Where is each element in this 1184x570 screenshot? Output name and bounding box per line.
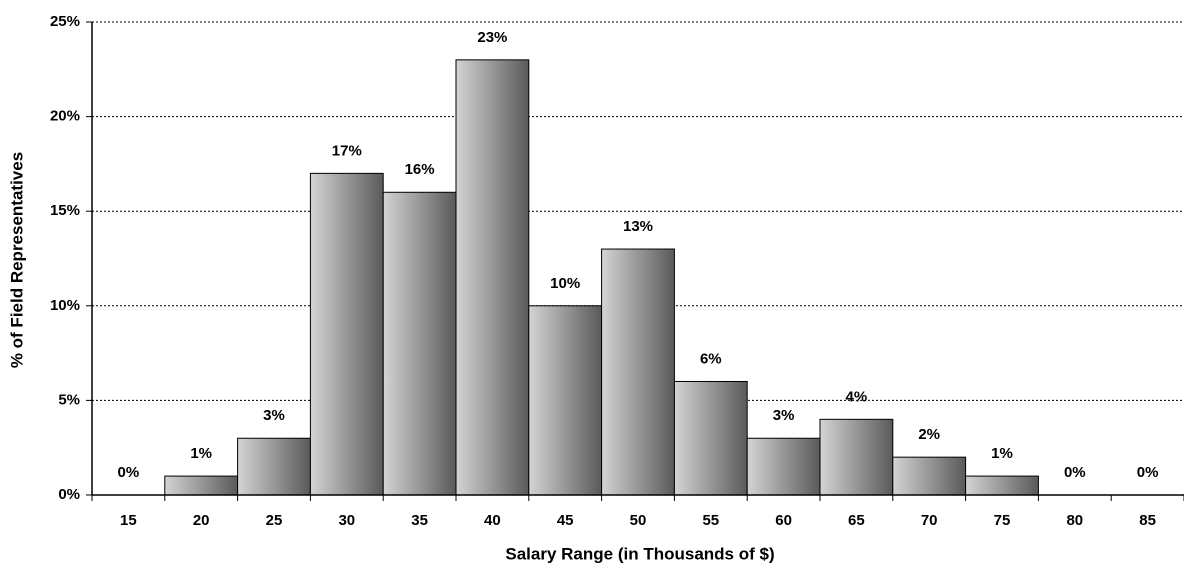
bar: [673, 380, 748, 496]
x-axis-title: Salary Range (in Thousands of $): [505, 544, 774, 563]
data-label: 16%: [405, 161, 435, 178]
data-label: 2%: [918, 426, 940, 443]
x-tick-label: 85: [1139, 512, 1156, 529]
bar: [601, 248, 675, 496]
data-label: 3%: [263, 407, 285, 424]
x-tick-label: 15: [120, 512, 137, 529]
data-label: 0%: [1137, 464, 1159, 481]
data-label: 17%: [332, 142, 362, 159]
data-label: 3%: [773, 407, 795, 424]
bar: [528, 305, 603, 496]
data-label: 1%: [991, 445, 1013, 462]
x-tick-label: 50: [630, 512, 647, 529]
x-tick-label: 30: [338, 512, 355, 529]
bar: [164, 475, 239, 496]
y-axis-title: % of Field Representatives: [7, 152, 26, 368]
bar: [819, 418, 894, 496]
data-label: 23%: [477, 29, 507, 46]
bar: [455, 59, 530, 496]
data-label: 0%: [1064, 464, 1086, 481]
x-tick-label: 65: [848, 512, 865, 529]
x-tick-label: 70: [921, 512, 938, 529]
y-tick-label: 20%: [50, 108, 80, 125]
bar: [965, 475, 1039, 496]
x-tick-label: 25: [266, 512, 283, 529]
y-tick-label: 15%: [50, 202, 80, 219]
data-label: 10%: [550, 275, 580, 292]
bar: [309, 172, 384, 496]
x-tick-label: 60: [775, 512, 792, 529]
x-tick-label: 45: [557, 512, 574, 529]
x-tick-label: 20: [193, 512, 210, 529]
y-tick-label: 0%: [58, 486, 80, 503]
x-tick-label: 35: [411, 512, 428, 529]
y-tick-label: 10%: [50, 297, 80, 314]
bar: [382, 191, 457, 496]
bar: [746, 437, 821, 496]
data-label: 4%: [846, 388, 868, 405]
data-label: 13%: [623, 218, 653, 235]
x-tick-label: 55: [702, 512, 719, 529]
data-label: 6%: [700, 350, 722, 367]
x-tick-label: 75: [994, 512, 1011, 529]
data-label: 1%: [190, 445, 212, 462]
y-tick-label: 5%: [58, 391, 80, 408]
data-label: 0%: [118, 464, 140, 481]
bar: [237, 437, 311, 496]
bar: [892, 456, 967, 496]
y-tick-label: 25%: [50, 13, 80, 30]
x-tick-label: 40: [484, 512, 501, 529]
x-tick-label: 80: [1066, 512, 1083, 529]
